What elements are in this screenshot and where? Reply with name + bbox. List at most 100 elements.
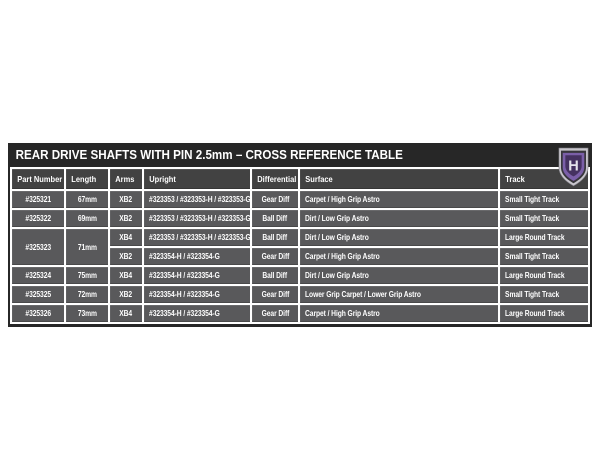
cell-text: XB4 [119, 271, 133, 280]
table-header-row: Part Number Length Arms Upright Differential… [12, 169, 588, 189]
cell-differential: Gear Diff [252, 248, 298, 265]
cell-part-number: #325321 [12, 191, 64, 208]
cell-text: XB2 [119, 195, 133, 204]
cell-track: Small Tight Track [500, 191, 588, 208]
cell-text: #323354-H / #323354-G [149, 290, 220, 299]
cell-text: Small Tight Track [505, 214, 560, 223]
cell-surface: Dirt / Low Grip Astro [300, 210, 498, 227]
column-header-label: Surface [305, 174, 333, 184]
cell-surface: Carpet / High Grip Astro [300, 248, 498, 265]
column-header-differential: Differential [252, 169, 298, 189]
cell-text: XB4 [119, 233, 133, 242]
cell-upright: #323354-H / #323354-G [144, 267, 250, 284]
cell-track: Small Tight Track [500, 286, 588, 303]
cell-text: Ball Diff [262, 271, 288, 280]
cell-text: Large Round Track [505, 233, 565, 242]
cell-arms: XB2 [110, 286, 142, 303]
cell-text: XB4 [119, 309, 133, 318]
cell-text: Small Tight Track [505, 195, 560, 204]
cell-text: #323354-H / #323354-G [149, 271, 220, 280]
cell-text: XB2 [119, 252, 133, 261]
cell-track: Large Round Track [500, 305, 588, 322]
cell-surface: Lower Grip Carpet / Lower Grip Astro [300, 286, 498, 303]
cell-text: 69mm [77, 214, 97, 223]
cell-differential: Ball Diff [252, 267, 298, 284]
cell-text: 72mm [77, 290, 97, 299]
cell-text: Dirt / Low Grip Astro [305, 214, 369, 223]
cell-text: Carpet / High Grip Astro [305, 252, 380, 261]
cell-text: Gear Diff [261, 252, 289, 261]
cell-arms: XB2 [110, 210, 142, 227]
cell-text: #323353 / #323353-H / #323353-G [149, 233, 250, 242]
cell-differential: Gear Diff [252, 305, 298, 322]
cell-surface: Dirt / Low Grip Astro [300, 267, 498, 284]
table-title-bar: REAR DRIVE SHAFTS WITH PIN 2.5mm – CROSS… [10, 143, 590, 167]
cell-track: Small Tight Track [500, 210, 588, 227]
column-header-label: Upright [149, 174, 176, 184]
cell-arms: XB2 [110, 191, 142, 208]
column-header-length: Length [66, 169, 108, 189]
cell-text: #323354-H / #323354-G [149, 252, 220, 261]
cell-surface: Carpet / High Grip Astro [300, 305, 498, 322]
cell-text: #325326 [25, 309, 51, 318]
cell-arms: XB4 [110, 229, 142, 246]
table-row: #325321 67mm XB2 #323353 / #323353-H / #323… [12, 191, 588, 208]
cell-text: #323353 / #323353-H / #323353-G [149, 214, 250, 223]
shield-purple-core [565, 155, 582, 177]
column-header-label: Part Number [17, 174, 63, 184]
table-row: #325322 69mm XB2 #323353 / #323353-H / #323… [12, 210, 588, 227]
cell-differential: Ball Diff [252, 229, 298, 246]
cell-differential: Gear Diff [252, 286, 298, 303]
cell-text: #325324 [25, 271, 51, 280]
cell-text: Carpet / High Grip Astro [305, 309, 380, 318]
cell-text: Carpet / High Grip Astro [305, 195, 380, 204]
cell-upright: #323354-H / #323354-G [144, 305, 250, 322]
column-header-label: Length [71, 174, 97, 184]
cell-part-number: #325324 [12, 267, 64, 284]
column-header-label: Differential [257, 174, 297, 184]
cell-track: Large Round Track [500, 267, 588, 284]
table-row: XB2 #323354-H / #323354-G Gear Diff Carpet … [12, 248, 588, 265]
cell-text: Gear Diff [261, 290, 289, 299]
cell-surface: Dirt / Low Grip Astro [300, 229, 498, 246]
cell-length: 75mm [66, 267, 108, 284]
cell-text: #325321 [25, 195, 51, 204]
cell-length: 69mm [66, 210, 108, 227]
column-header-upright: Upright [144, 169, 250, 189]
cell-text: Small Tight Track [505, 252, 560, 261]
cell-track: Small Tight Track [500, 248, 588, 265]
cell-length: 67mm [66, 191, 108, 208]
shield-letter-h: H [568, 158, 579, 174]
cell-text: #323353 / #323353-H / #323353-G [149, 195, 250, 204]
cell-text: XB2 [119, 290, 133, 299]
table-row: #325323 71mm XB4 #323353 / #323353-H / #323… [12, 229, 588, 265]
table-row: #325325 72mm XB2 #323354-H / #323354-G Gear … [12, 286, 588, 303]
cell-length: 72mm [66, 286, 108, 303]
cell-text: Ball Diff [262, 214, 288, 223]
cell-text: Large Round Track [505, 309, 565, 318]
cell-upright: #323354-H / #323354-G [144, 286, 250, 303]
cell-part-number: #325322 [12, 210, 64, 227]
cell-text: #325325 [25, 290, 51, 299]
cell-text: Lower Grip Carpet / Lower Grip Astro [305, 290, 421, 299]
hudy-shield-logo: H [558, 147, 589, 187]
cell-upright: #323354-H / #323354-G [144, 248, 250, 265]
cell-surface: Carpet / High Grip Astro [300, 191, 498, 208]
cell-length: 71mm [66, 229, 108, 265]
cell-upright: #323353 / #323353-H / #323353-G [144, 229, 250, 246]
table-title: REAR DRIVE SHAFTS WITH PIN 2.5mm – CROSS… [15, 148, 403, 162]
table-row: #325326 73mm XB4 #323354-H / #323354-G Gear … [12, 305, 588, 322]
cell-text: Ball Diff [262, 233, 288, 242]
cell-text: Large Round Track [505, 271, 565, 280]
cell-length: 73mm [66, 305, 108, 322]
cross-reference-table: REAR DRIVE SHAFTS WITH PIN 2.5mm – CROSS… [8, 143, 592, 327]
table-row: #325324 75mm XB4 #323354-H / #323354-G Ball … [12, 267, 588, 284]
column-header-label: Arms [115, 174, 135, 184]
cell-differential: Ball Diff [252, 210, 298, 227]
cross-reference-grid: Part Number Length Arms Upright Differential… [10, 167, 590, 324]
cell-arms: XB4 [110, 267, 142, 284]
cell-upright: #323353 / #323353-H / #323353-G [144, 210, 250, 227]
cell-text: 67mm [77, 195, 97, 204]
column-header-arms: Arms [110, 169, 142, 189]
cell-text: 71mm [77, 242, 97, 252]
